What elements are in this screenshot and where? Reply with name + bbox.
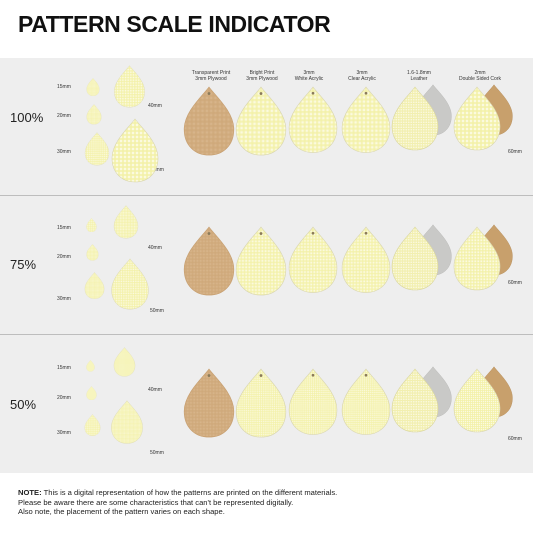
material-line1: 1.6-1.8mm <box>407 70 431 76</box>
material-header-leather: 1.6-1.8mm Leather <box>391 70 447 82</box>
size-label-60mm: 60mm <box>508 436 522 442</box>
material-line2: 3mm Plywood <box>195 76 227 82</box>
scale-label-100: 100% <box>10 110 44 125</box>
sample-15mm-50 <box>86 360 95 372</box>
size-label-30mm: 30mm <box>57 296 71 302</box>
size-label-40mm: 40mm <box>148 245 162 251</box>
scale-label-50: 50% <box>10 397 37 412</box>
note-line1: This is a digital representation of how … <box>43 488 338 497</box>
size-label-60mm: 60mm <box>508 149 522 155</box>
sample-cork-front-50 <box>452 368 502 433</box>
sample-clear-acrylic-75 <box>340 226 392 294</box>
sample-white-acrylic-100 <box>287 86 339 154</box>
sample-leather-front-75 <box>390 226 440 291</box>
divider <box>0 195 533 196</box>
note-line2: Please be aware there are some character… <box>18 497 294 507</box>
sample-50mm-75 <box>110 258 150 310</box>
material-header-transparent-plywood: Transparent Print 3mm Plywood <box>181 70 241 82</box>
material-line1: Transparent Print <box>191 70 231 76</box>
sample-20mm-75 <box>86 244 99 261</box>
size-label-50mm: 50mm <box>150 167 164 173</box>
page-title: PATTERN SCALE INDICATOR <box>18 11 331 37</box>
size-label-60mm: 60mm <box>508 280 522 286</box>
size-label-20mm: 20mm <box>57 113 71 119</box>
material-header-clear-acrylic: 3mm Clear Acrylic <box>334 70 390 82</box>
material-line2: White Acrylic <box>294 76 324 82</box>
size-label-40mm: 40mm <box>148 103 162 109</box>
size-label-30mm: 30mm <box>57 430 71 436</box>
sample-transparent-plywood-100 <box>182 86 236 156</box>
size-label-50mm: 50mm <box>150 450 164 456</box>
sample-transparent-plywood-75 <box>182 226 236 296</box>
divider <box>0 334 533 335</box>
sample-30mm-75 <box>84 272 105 300</box>
size-label-50mm: 50mm <box>150 308 164 314</box>
sample-bright-plywood-75 <box>234 226 288 296</box>
size-label-15mm: 15mm <box>57 84 71 90</box>
sample-white-acrylic-50 <box>287 368 339 436</box>
size-label-15mm: 15mm <box>57 225 71 231</box>
sample-transparent-plywood-50 <box>182 368 236 438</box>
sample-bright-plywood-100 <box>234 86 288 156</box>
sample-40mm-75 <box>113 205 139 239</box>
sample-bright-plywood-50 <box>234 368 288 438</box>
material-line2: 3mm Plywood <box>246 76 278 82</box>
scale-label-75: 75% <box>10 257 37 272</box>
sample-cork-front-100 <box>452 86 502 151</box>
note-line3: Also note, the placement of the pattern … <box>18 507 225 517</box>
sample-50mm-50 <box>110 400 144 444</box>
sample-white-acrylic-75 <box>287 226 339 294</box>
material-header-bright-plywood: Bright Print 3mm Plywood <box>232 70 292 82</box>
sample-leather-front-100 <box>390 86 440 151</box>
note-text: NOTE: This is a digital representation o… <box>18 488 337 517</box>
material-line1: 2mm <box>474 70 486 76</box>
sample-cork-front-75 <box>452 226 502 291</box>
size-label-15mm: 15mm <box>57 365 71 371</box>
sample-40mm-100 <box>113 65 146 108</box>
material-line2: Leather <box>410 76 428 82</box>
sample-clear-acrylic-50 <box>340 368 392 436</box>
material-line2: Clear Acrylic <box>348 76 376 82</box>
sample-15mm-75 <box>86 218 97 233</box>
sample-40mm-50 <box>113 347 136 377</box>
sample-20mm-50 <box>86 386 97 401</box>
material-line1: 3mm <box>303 70 315 76</box>
size-label-20mm: 20mm <box>57 254 71 260</box>
material-header-white-acrylic: 3mm White Acrylic <box>281 70 337 82</box>
material-line1: 3mm <box>356 70 368 76</box>
sample-50mm-100 <box>110 118 160 183</box>
sample-30mm-50 <box>84 414 101 436</box>
note-label: NOTE: <box>18 488 42 497</box>
material-line1: Bright Print <box>249 70 275 76</box>
size-label-30mm: 30mm <box>57 149 71 155</box>
size-label-20mm: 20mm <box>57 395 71 401</box>
material-line2: Double Sided Cork <box>459 76 501 82</box>
sample-leather-front-50 <box>390 368 440 433</box>
size-label-40mm: 40mm <box>148 387 162 393</box>
sample-clear-acrylic-100 <box>340 86 392 154</box>
sample-30mm-100 <box>84 132 110 166</box>
sample-20mm-100 <box>86 104 102 125</box>
material-header-cork: 2mm Double Sided Cork <box>450 70 510 82</box>
sample-15mm-100 <box>86 78 100 96</box>
